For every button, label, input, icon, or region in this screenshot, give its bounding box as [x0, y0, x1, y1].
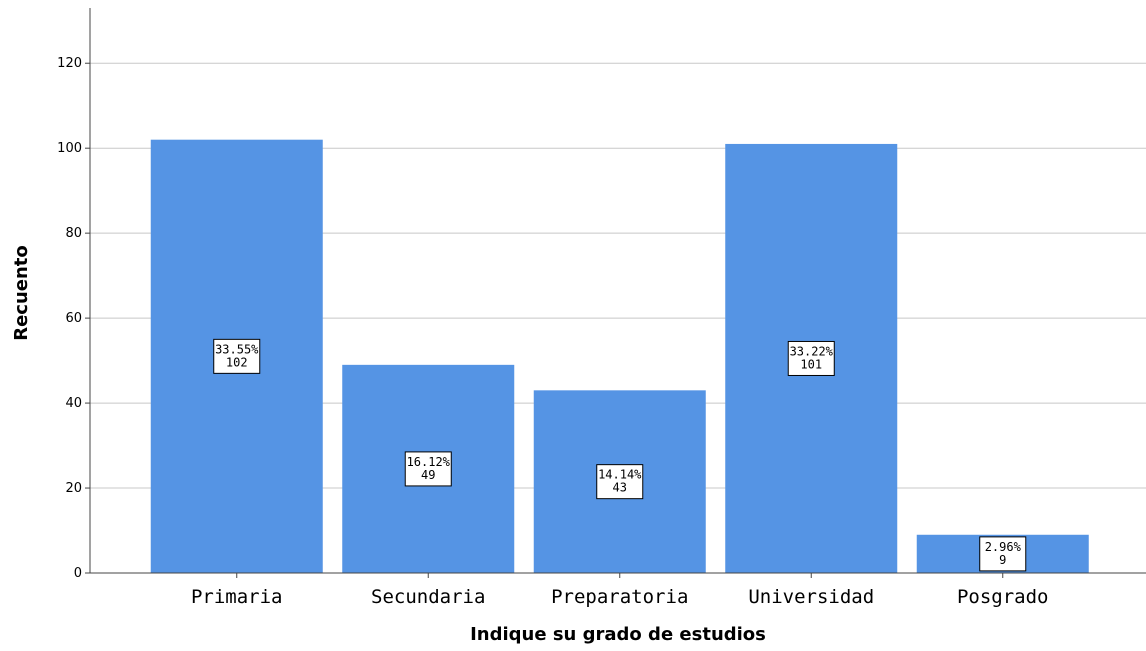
x-tick-label: Preparatoria [551, 586, 688, 608]
x-tick-label: Posgrado [957, 586, 1049, 608]
data-label-percent: 33.22% [790, 344, 834, 358]
data-label-count: 9 [999, 553, 1006, 567]
data-label-count: 102 [226, 355, 248, 369]
data-label: 2.96%9 [979, 536, 1027, 572]
y-tick-label: 80 [65, 226, 82, 241]
data-label: 33.22%101 [787, 340, 835, 376]
data-label-count: 49 [421, 468, 435, 482]
y-tick-label: 0 [74, 566, 82, 581]
data-label-box [979, 536, 1027, 572]
data-label-count: 43 [613, 481, 627, 495]
x-tick-label: Universidad [748, 586, 874, 608]
data-label-box [404, 451, 452, 487]
data-label-box [596, 464, 644, 500]
data-label-percent: 16.12% [407, 455, 451, 469]
data-label: 33.55%102 [213, 338, 261, 374]
x-tick-label: Primaria [191, 586, 283, 608]
y-tick-label: 120 [57, 56, 82, 71]
data-label: 14.14%43 [596, 464, 644, 500]
data-label-box [787, 340, 835, 376]
bars-group [150, 139, 1089, 574]
y-axis-title: Recuento [11, 245, 32, 341]
y-ticks-group: 0 20 40 60 80 100 120 [57, 56, 90, 581]
y-tick-label: 20 [65, 481, 82, 496]
data-label: 16.12%49 [404, 451, 452, 487]
y-tick-label: 60 [65, 311, 82, 326]
data-label-count: 101 [800, 357, 822, 371]
y-tick-label: 100 [57, 141, 82, 156]
data-labels-group: 33.55%102 16.12%49 14.14%43 33.22%101 2.96%9 [213, 338, 1027, 572]
data-label-percent: 33.55% [215, 342, 259, 356]
y-tick-label: 40 [65, 396, 82, 411]
data-label-percent: 14.14% [598, 468, 642, 482]
x-axis-title: Indique su grado de estudios [470, 624, 766, 645]
data-label-box [213, 338, 261, 374]
data-label-percent: 2.96% [985, 540, 1022, 554]
x-ticks-group: Primaria Secundaria Preparatoria Universida… [191, 573, 1049, 608]
x-tick-label: Secundaria [371, 586, 485, 608]
